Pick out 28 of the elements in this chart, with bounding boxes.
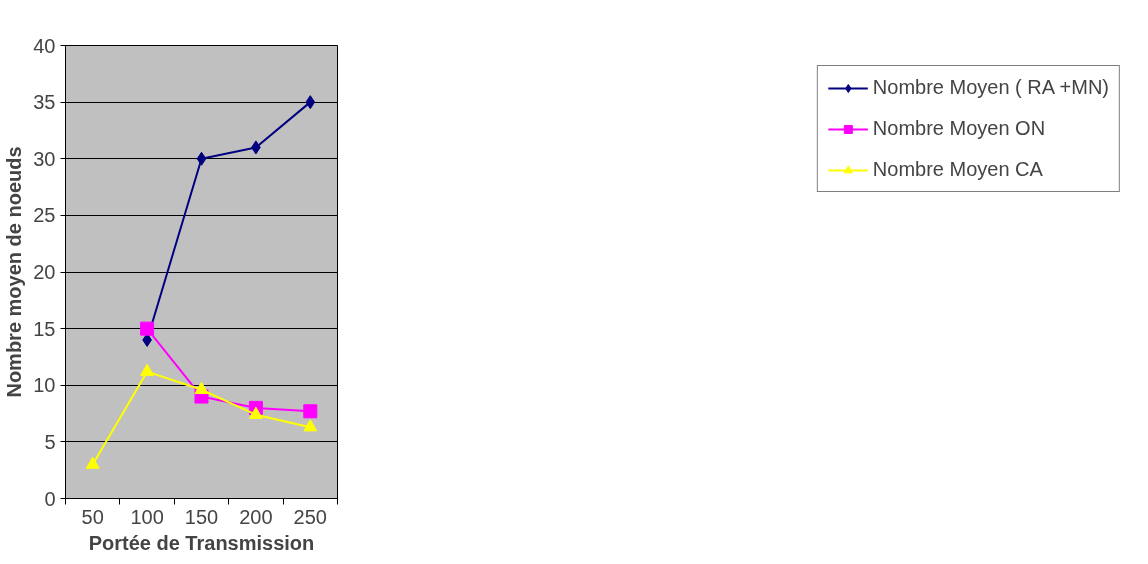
point <box>194 381 209 395</box>
y-tick-label: 10 <box>33 374 56 397</box>
point <box>196 151 207 166</box>
y-tick-label: 0 <box>44 487 56 510</box>
x-tick-label: 50 <box>81 505 104 528</box>
legend-label: Nombre Moyen ( RA +MN) <box>872 76 1109 99</box>
point <box>140 363 155 376</box>
x-tick-label: 150 <box>184 505 219 528</box>
point <box>85 456 100 469</box>
y-axis-title: Nombre moyen de noeuds <box>3 146 26 398</box>
y-tick-label: 20 <box>33 261 56 283</box>
x-tick-label: 200 <box>239 505 273 528</box>
point <box>303 404 318 419</box>
y-tick-label: 25 <box>33 204 56 227</box>
legend-label: Nombre Moyen ON <box>872 117 1046 140</box>
y-tick-label: 35 <box>33 91 56 114</box>
point <box>303 419 318 432</box>
y-tick-label: 40 <box>33 34 56 57</box>
point <box>305 95 316 110</box>
legend-label: Nombre Moyen CA <box>872 158 1043 181</box>
point <box>248 406 263 419</box>
y-tick-label: 15 <box>33 317 56 340</box>
x-tick-label: 250 <box>293 505 327 528</box>
y-tick-label: 30 <box>33 147 56 170</box>
x-axis-title: Portée de Transmission <box>88 531 315 554</box>
y-tick-label: 5 <box>44 430 56 453</box>
point <box>140 321 155 336</box>
x-tick-label: 100 <box>130 505 164 528</box>
